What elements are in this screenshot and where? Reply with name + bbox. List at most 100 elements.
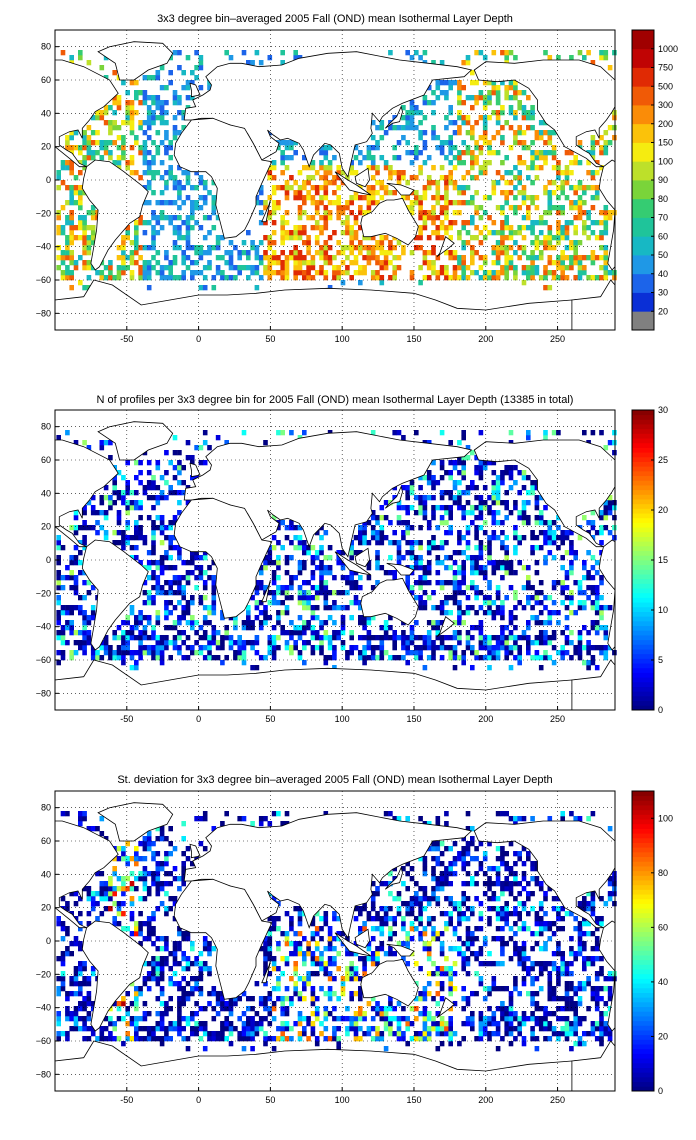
- data-cell: [302, 550, 307, 556]
- data-cell: [444, 225, 449, 231]
- data-cell: [78, 205, 83, 211]
- data-cell: [534, 175, 540, 181]
- data-cell: [271, 640, 277, 646]
- data-cell: [323, 966, 329, 972]
- data-cell: [607, 215, 613, 221]
- data-cell: [530, 125, 535, 131]
- data-cell: [495, 495, 501, 501]
- data-cell: [177, 650, 182, 656]
- data-cell: [78, 195, 83, 201]
- colorbar-swatch: [632, 123, 654, 143]
- coastline-shape: [173, 117, 273, 239]
- data-cell: [151, 635, 156, 641]
- data-cell: [146, 615, 152, 621]
- data-cell: [435, 645, 441, 651]
- data-cell: [422, 220, 428, 226]
- data-cell: [90, 210, 96, 216]
- data-cell: [215, 1001, 221, 1007]
- data-cell: [151, 1036, 156, 1042]
- data-cell: [172, 951, 178, 957]
- data-cell: [284, 195, 290, 201]
- data-cell: [590, 525, 596, 531]
- data-cell: [564, 180, 570, 186]
- data-cell: [543, 630, 548, 636]
- data-cell: [560, 565, 565, 571]
- data-cell: [461, 966, 466, 972]
- data-cell: [271, 270, 277, 276]
- data-cell: [495, 485, 501, 491]
- data-cell: [125, 1021, 130, 1027]
- data-cell: [478, 961, 484, 967]
- data-cell: [513, 275, 518, 281]
- data-cell: [590, 250, 596, 256]
- data-cell: [409, 640, 415, 646]
- data-cell: [172, 100, 178, 106]
- data-cell: [86, 590, 92, 596]
- data-cell: [590, 155, 596, 161]
- data-cell: [280, 170, 285, 176]
- data-cell: [103, 530, 109, 536]
- data-cell: [194, 1031, 199, 1037]
- data-cell: [271, 600, 277, 606]
- data-cell: [612, 971, 617, 977]
- data-cell: [207, 635, 212, 641]
- data-cell: [142, 625, 148, 631]
- data-cell: [551, 610, 557, 616]
- data-cell: [254, 270, 260, 276]
- data-cell: [409, 490, 415, 496]
- data-cell: [185, 575, 191, 581]
- data-cell: [586, 665, 591, 671]
- data-cell: [513, 205, 518, 211]
- data-cell: [202, 460, 208, 466]
- data-cell: [465, 525, 471, 531]
- data-cell: [564, 265, 570, 271]
- data-cell: [530, 981, 535, 987]
- data-cell: [86, 525, 92, 531]
- data-cell: [590, 185, 596, 191]
- data-cell: [500, 235, 505, 241]
- data-cell: [280, 225, 285, 231]
- data-cell: [142, 140, 148, 146]
- data-cells: [56, 50, 617, 291]
- data-cell: [60, 250, 66, 256]
- data-cell: [491, 961, 497, 967]
- data-cell: [457, 590, 462, 596]
- data-cell: [487, 95, 492, 101]
- data-cell: [254, 200, 260, 206]
- data-cell: [155, 650, 161, 656]
- data-cell: [366, 190, 372, 196]
- data-cell: [276, 525, 281, 531]
- data-cell: [474, 210, 479, 216]
- data-cell: [323, 155, 329, 161]
- data-cell: [547, 140, 553, 146]
- data-cell: [336, 195, 341, 201]
- data-cell: [310, 595, 316, 601]
- data-cell: [556, 240, 561, 246]
- data-cell: [151, 495, 156, 501]
- data-cell: [267, 210, 273, 216]
- data-cell: [310, 991, 316, 997]
- data-cell: [336, 185, 341, 191]
- data-cell: [590, 575, 596, 581]
- data-cell: [336, 1016, 341, 1022]
- data-cell: [258, 240, 264, 246]
- data-cell: [241, 1046, 247, 1052]
- data-cell: [590, 255, 596, 261]
- data-cell: [138, 1036, 143, 1042]
- data-cell: [603, 140, 609, 146]
- data-cell: [237, 1016, 242, 1022]
- data-cell: [155, 500, 161, 506]
- data-cell: [353, 1026, 359, 1032]
- colorbar-segment: [632, 677, 654, 683]
- data-cell: [439, 145, 445, 151]
- data-cell: [73, 966, 79, 972]
- data-cell: [125, 1036, 130, 1042]
- data-cell: [487, 1021, 492, 1027]
- data-cell: [310, 225, 316, 231]
- data-cell: [556, 265, 561, 271]
- data-cell: [465, 605, 471, 611]
- data-cell: [401, 530, 406, 536]
- data-cell: [280, 240, 285, 246]
- data-cell: [263, 1031, 268, 1037]
- data-cell: [465, 150, 471, 156]
